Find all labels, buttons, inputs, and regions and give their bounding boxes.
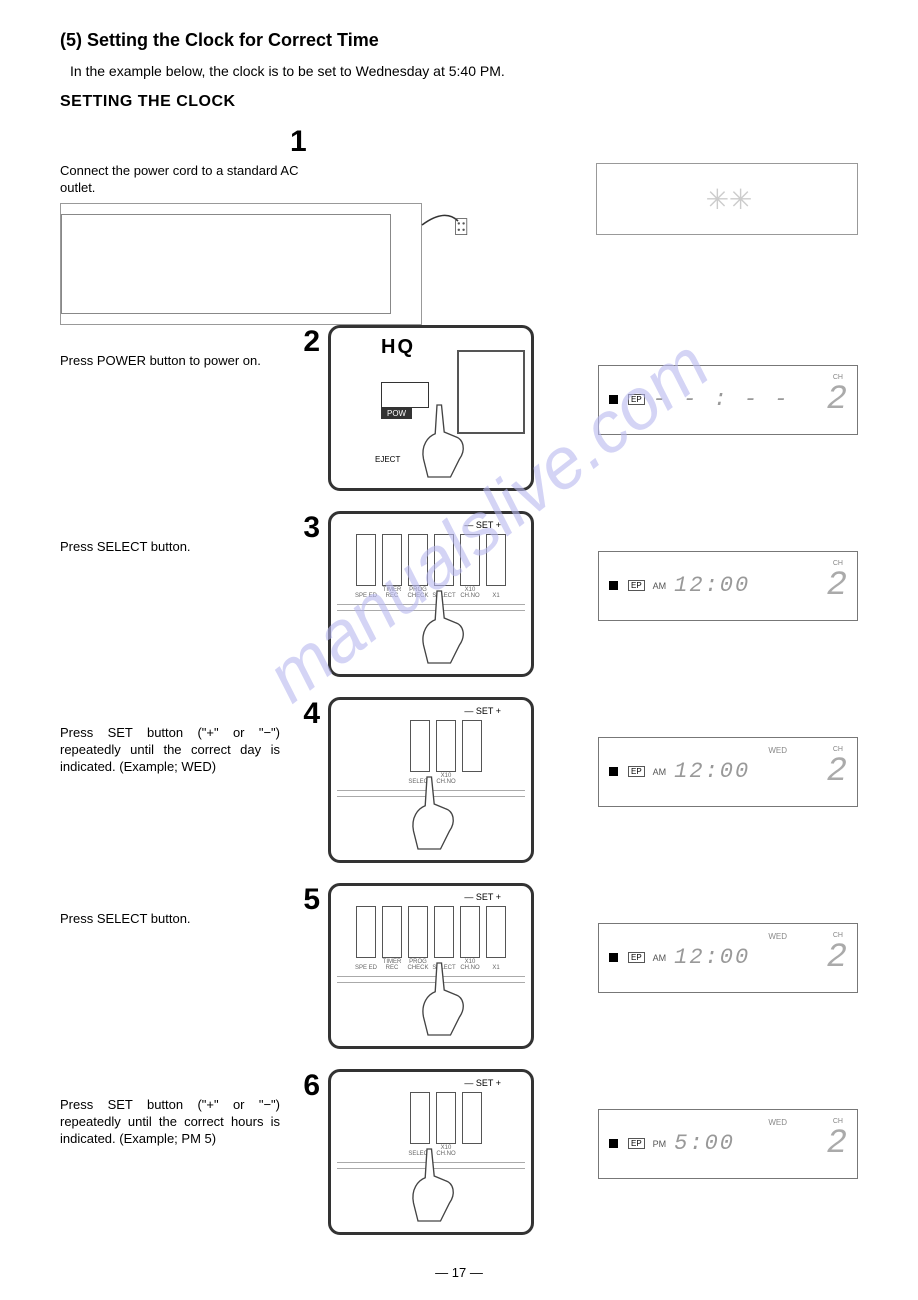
- step-5-illustration: — SET + SPE ED TIMER REC PROG CHECK SELE…: [328, 883, 534, 1049]
- step-4-text: Press SET button ("+" or "−") repeatedly…: [60, 697, 280, 776]
- display-6: EP PM 5:00 WED CH 2: [598, 1109, 858, 1179]
- channel-value: 2: [827, 1125, 847, 1163]
- step-4: Press SET button ("+" or "−") repeatedly…: [60, 697, 858, 863]
- step-3-illustration: — SET + SPE ED TIMER REC PROG CHECK SELE…: [328, 511, 534, 677]
- display-4: EP AM 12:00 WED CH 2: [598, 737, 858, 807]
- sub-heading: SETTING THE CLOCK: [60, 93, 858, 111]
- ampm-label: AM: [653, 767, 667, 777]
- step-1: 1 Connect the power cord to a standard A…: [60, 125, 858, 325]
- time-value: 5:00: [674, 1131, 735, 1156]
- day-label: WED: [768, 1118, 787, 1127]
- ep-label: EP: [628, 766, 645, 777]
- step-2-text: Press POWER button to power on.: [60, 325, 280, 370]
- step-4-number: 4: [280, 697, 320, 731]
- set-label: — SET +: [464, 892, 501, 902]
- hand-icon: [391, 768, 481, 858]
- time-value: 12:00: [674, 759, 750, 784]
- hand-icon: [401, 396, 491, 486]
- eject-label: EJECT: [375, 455, 400, 464]
- time-value: 12:00: [674, 573, 750, 598]
- step-2-number: 2: [280, 325, 320, 359]
- step-6-number: 6: [280, 1069, 320, 1103]
- display-2: EP - - : - - CH 2: [598, 365, 858, 435]
- display-5: EP AM 12:00 WED CH 2: [598, 923, 858, 993]
- starburst-icon: ✳ ✳: [706, 183, 749, 216]
- step-4-illustration: — SET + SELECT X10 CH.NO: [328, 697, 534, 863]
- step-6: Press SET button ("+" or "−") repeatedly…: [60, 1069, 858, 1235]
- channel-value: 2: [827, 381, 847, 419]
- set-label: — SET +: [464, 1078, 501, 1088]
- indicator-icon: [609, 581, 618, 590]
- intro-text: In the example below, the clock is to be…: [70, 63, 858, 79]
- display-1: ✳ ✳: [596, 163, 858, 235]
- step-1-number: 1: [290, 125, 858, 159]
- day-label: WED: [768, 932, 787, 941]
- step-1-text: Connect the power cord to a standard AC …: [60, 163, 320, 197]
- step-2: Press POWER button to power on. 2 HQ POW…: [60, 325, 858, 491]
- vcr-illustration: [60, 203, 422, 325]
- step-6-illustration: — SET + SELECT X10 CH.NO: [328, 1069, 534, 1235]
- ep-label: EP: [628, 394, 645, 405]
- indicator-icon: [609, 767, 618, 776]
- time-value: 12:00: [674, 945, 750, 970]
- page-number: — 17 —: [60, 1265, 858, 1280]
- step-5-text: Press SELECT button.: [60, 883, 280, 928]
- channel-value: 2: [827, 753, 847, 791]
- time-value: - - : - -: [653, 387, 790, 412]
- display-3: EP AM 12:00 CH 2: [598, 551, 858, 621]
- ep-label: EP: [628, 580, 645, 591]
- ch-label: CH: [833, 560, 843, 567]
- ampm-label: AM: [653, 953, 667, 963]
- step-6-text: Press SET button ("+" or "−") repeatedly…: [60, 1069, 280, 1148]
- step-3-text: Press SELECT button.: [60, 511, 280, 556]
- channel-value: 2: [827, 939, 847, 977]
- indicator-icon: [609, 395, 618, 404]
- set-label: — SET +: [464, 706, 501, 716]
- hq-label: HQ: [381, 336, 415, 359]
- step-3: Press SELECT button. 3 — SET + SPE ED TI…: [60, 511, 858, 677]
- ch-label: CH: [833, 746, 843, 753]
- ep-label: EP: [628, 1138, 645, 1149]
- indicator-icon: [609, 1139, 618, 1148]
- ampm-label: AM: [653, 581, 667, 591]
- hand-icon: [401, 582, 491, 672]
- ep-label: EP: [628, 952, 645, 963]
- ch-label: CH: [833, 1118, 843, 1125]
- indicator-icon: [609, 953, 618, 962]
- day-label: WED: [768, 746, 787, 755]
- step-5-number: 5: [280, 883, 320, 917]
- ch-label: CH: [833, 932, 843, 939]
- page-title: (5) Setting the Clock for Correct Time: [60, 30, 858, 51]
- hand-icon: [391, 1140, 481, 1230]
- step-2-illustration: HQ POW EJECT: [328, 325, 534, 491]
- ch-label: CH: [833, 374, 843, 381]
- hand-icon: [401, 954, 491, 1044]
- channel-value: 2: [827, 567, 847, 605]
- set-label: — SET +: [464, 520, 501, 530]
- step-5: Press SELECT button. 5 — SET + SPE ED TI…: [60, 883, 858, 1049]
- step-3-number: 3: [280, 511, 320, 545]
- ampm-label: PM: [653, 1139, 667, 1149]
